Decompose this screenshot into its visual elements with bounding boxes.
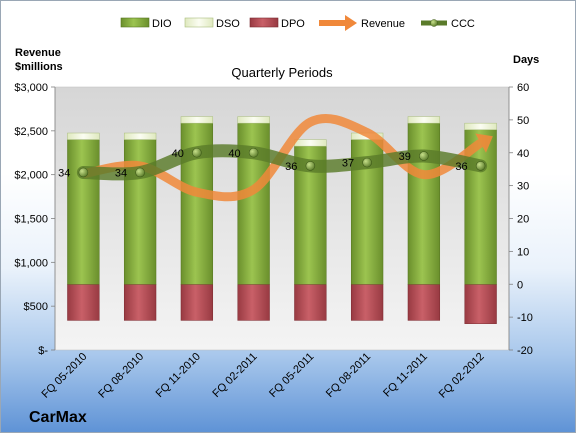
left-tick-label-5: $2,500 [14,126,48,138]
dpo-bar-0 [67,284,100,321]
dio-bar-6 [407,122,441,285]
ccc-data-label-3: 40 [228,148,240,160]
ccc-marker-3 [248,147,259,158]
dpo-bar-5 [350,284,384,321]
dpo-bar-7 [464,284,497,324]
category-label-fq-02-2012: FQ 02-2012 [437,351,487,401]
dpo-bar-6 [407,284,441,321]
ccc-marker-0 [78,167,89,178]
dso-bar-7 [464,122,497,130]
ccc-marker-2 [192,147,202,158]
right-tick-label-7: 50 [517,115,529,127]
left-axis-label-line1: Revenue [15,47,61,59]
ccc-marker-6 [419,151,429,161]
right-axis-label: Days [513,54,539,66]
right-tick-label-8: 60 [517,82,529,94]
right-axis: -20 -10 0 10 20 30 40 50 60 [508,82,533,357]
ccc-marker-5 [362,157,372,168]
legend-swatch-dio [120,17,150,28]
category-label-fq-02-2011: FQ 02-2011 [210,351,259,400]
legend-label-revenue: Revenue [361,18,405,30]
ccc-data-label-0: 34 [58,167,70,179]
left-tick-label-4: $2,000 [14,170,48,182]
left-tick-label-6: $3,000 [14,82,48,94]
category-label-fq-11-2010: FQ 11-2010 [154,351,203,400]
dso-bar-2 [180,116,214,124]
left-tick-label-3: $1,500 [14,214,48,226]
ccc-data-label-2: 40 [172,148,184,160]
ccc-data-label-7: 36 [455,161,467,173]
right-tick-label-2: 0 [517,279,523,291]
dio-bar-0 [67,139,100,285]
category-axis: FQ 05-2010 FQ 08-2010 FQ 11-2010 FQ 02-2011… [40,351,487,401]
right-tick-label-6: 40 [517,148,529,160]
left-tick-label-2: $1,000 [14,257,48,269]
dpo-bar-1 [123,284,157,321]
category-label-fq-05-2011: FQ 05-2011 [267,351,316,400]
legend-marker-ccc [430,19,438,27]
dpo-bar-2 [180,284,214,321]
right-tick-label-5: 30 [517,181,529,193]
left-axis: $- $500 $1,000 $1,500 $2,000 $2,500 $3,000 [14,82,56,357]
dso-bar-6 [407,116,441,124]
ccc-marker-7 [475,161,486,171]
left-tick-label-1: $500 [24,301,48,313]
ccc-marker-4 [305,161,316,171]
chart-title: Quarterly Periods [231,65,333,80]
category-label-fq-11-2011: FQ 11-2011 [381,351,430,400]
dso-bar-4 [294,139,327,147]
ccc-data-label-6: 39 [399,151,411,163]
legend-label-ccc: CCC [451,18,475,30]
revenue-arrowhead [475,133,493,153]
left-tick-label-0: $- [38,345,48,357]
ccc-data-label-4: 36 [285,161,297,173]
left-axis-label-line2: $millions [15,61,63,73]
company-name: CarMax [29,409,87,426]
dso-bar-3 [237,116,270,124]
ccc-data-label-1: 34 [115,167,127,179]
right-tick-label-0: -20 [517,345,533,357]
legend-arrowhead-revenue [345,15,357,31]
legend-swatch-dso [184,17,214,28]
category-label-fq-05-2010: FQ 05-2010 [40,351,90,401]
line-layer: 34 34 40 40 36 37 39 36 [58,114,493,202]
dso-bar-0 [67,132,100,140]
plot-area [54,86,510,351]
legend-swatch-dpo [249,17,279,28]
dpo-bar-4 [294,284,327,321]
category-label-fq-08-2011: FQ 08-2011 [324,351,373,400]
dpo-bar-3 [237,284,270,321]
ccc-marker-1 [135,167,145,178]
legend-label-dso: DSO [216,18,240,30]
right-tick-label-4: 20 [517,214,529,226]
chart-legend: DIO DSO DPO Revenue CCC [120,15,475,31]
category-label-fq-08-2010: FQ 08-2010 [96,351,146,401]
dso-bar-1 [123,132,157,140]
right-tick-label-3: 10 [517,246,529,258]
right-tick-label-1: -10 [517,312,533,324]
legend-label-dpo: DPO [281,18,305,30]
legend-label-dio: DIO [152,18,172,30]
ccc-data-label-5: 37 [342,158,354,170]
